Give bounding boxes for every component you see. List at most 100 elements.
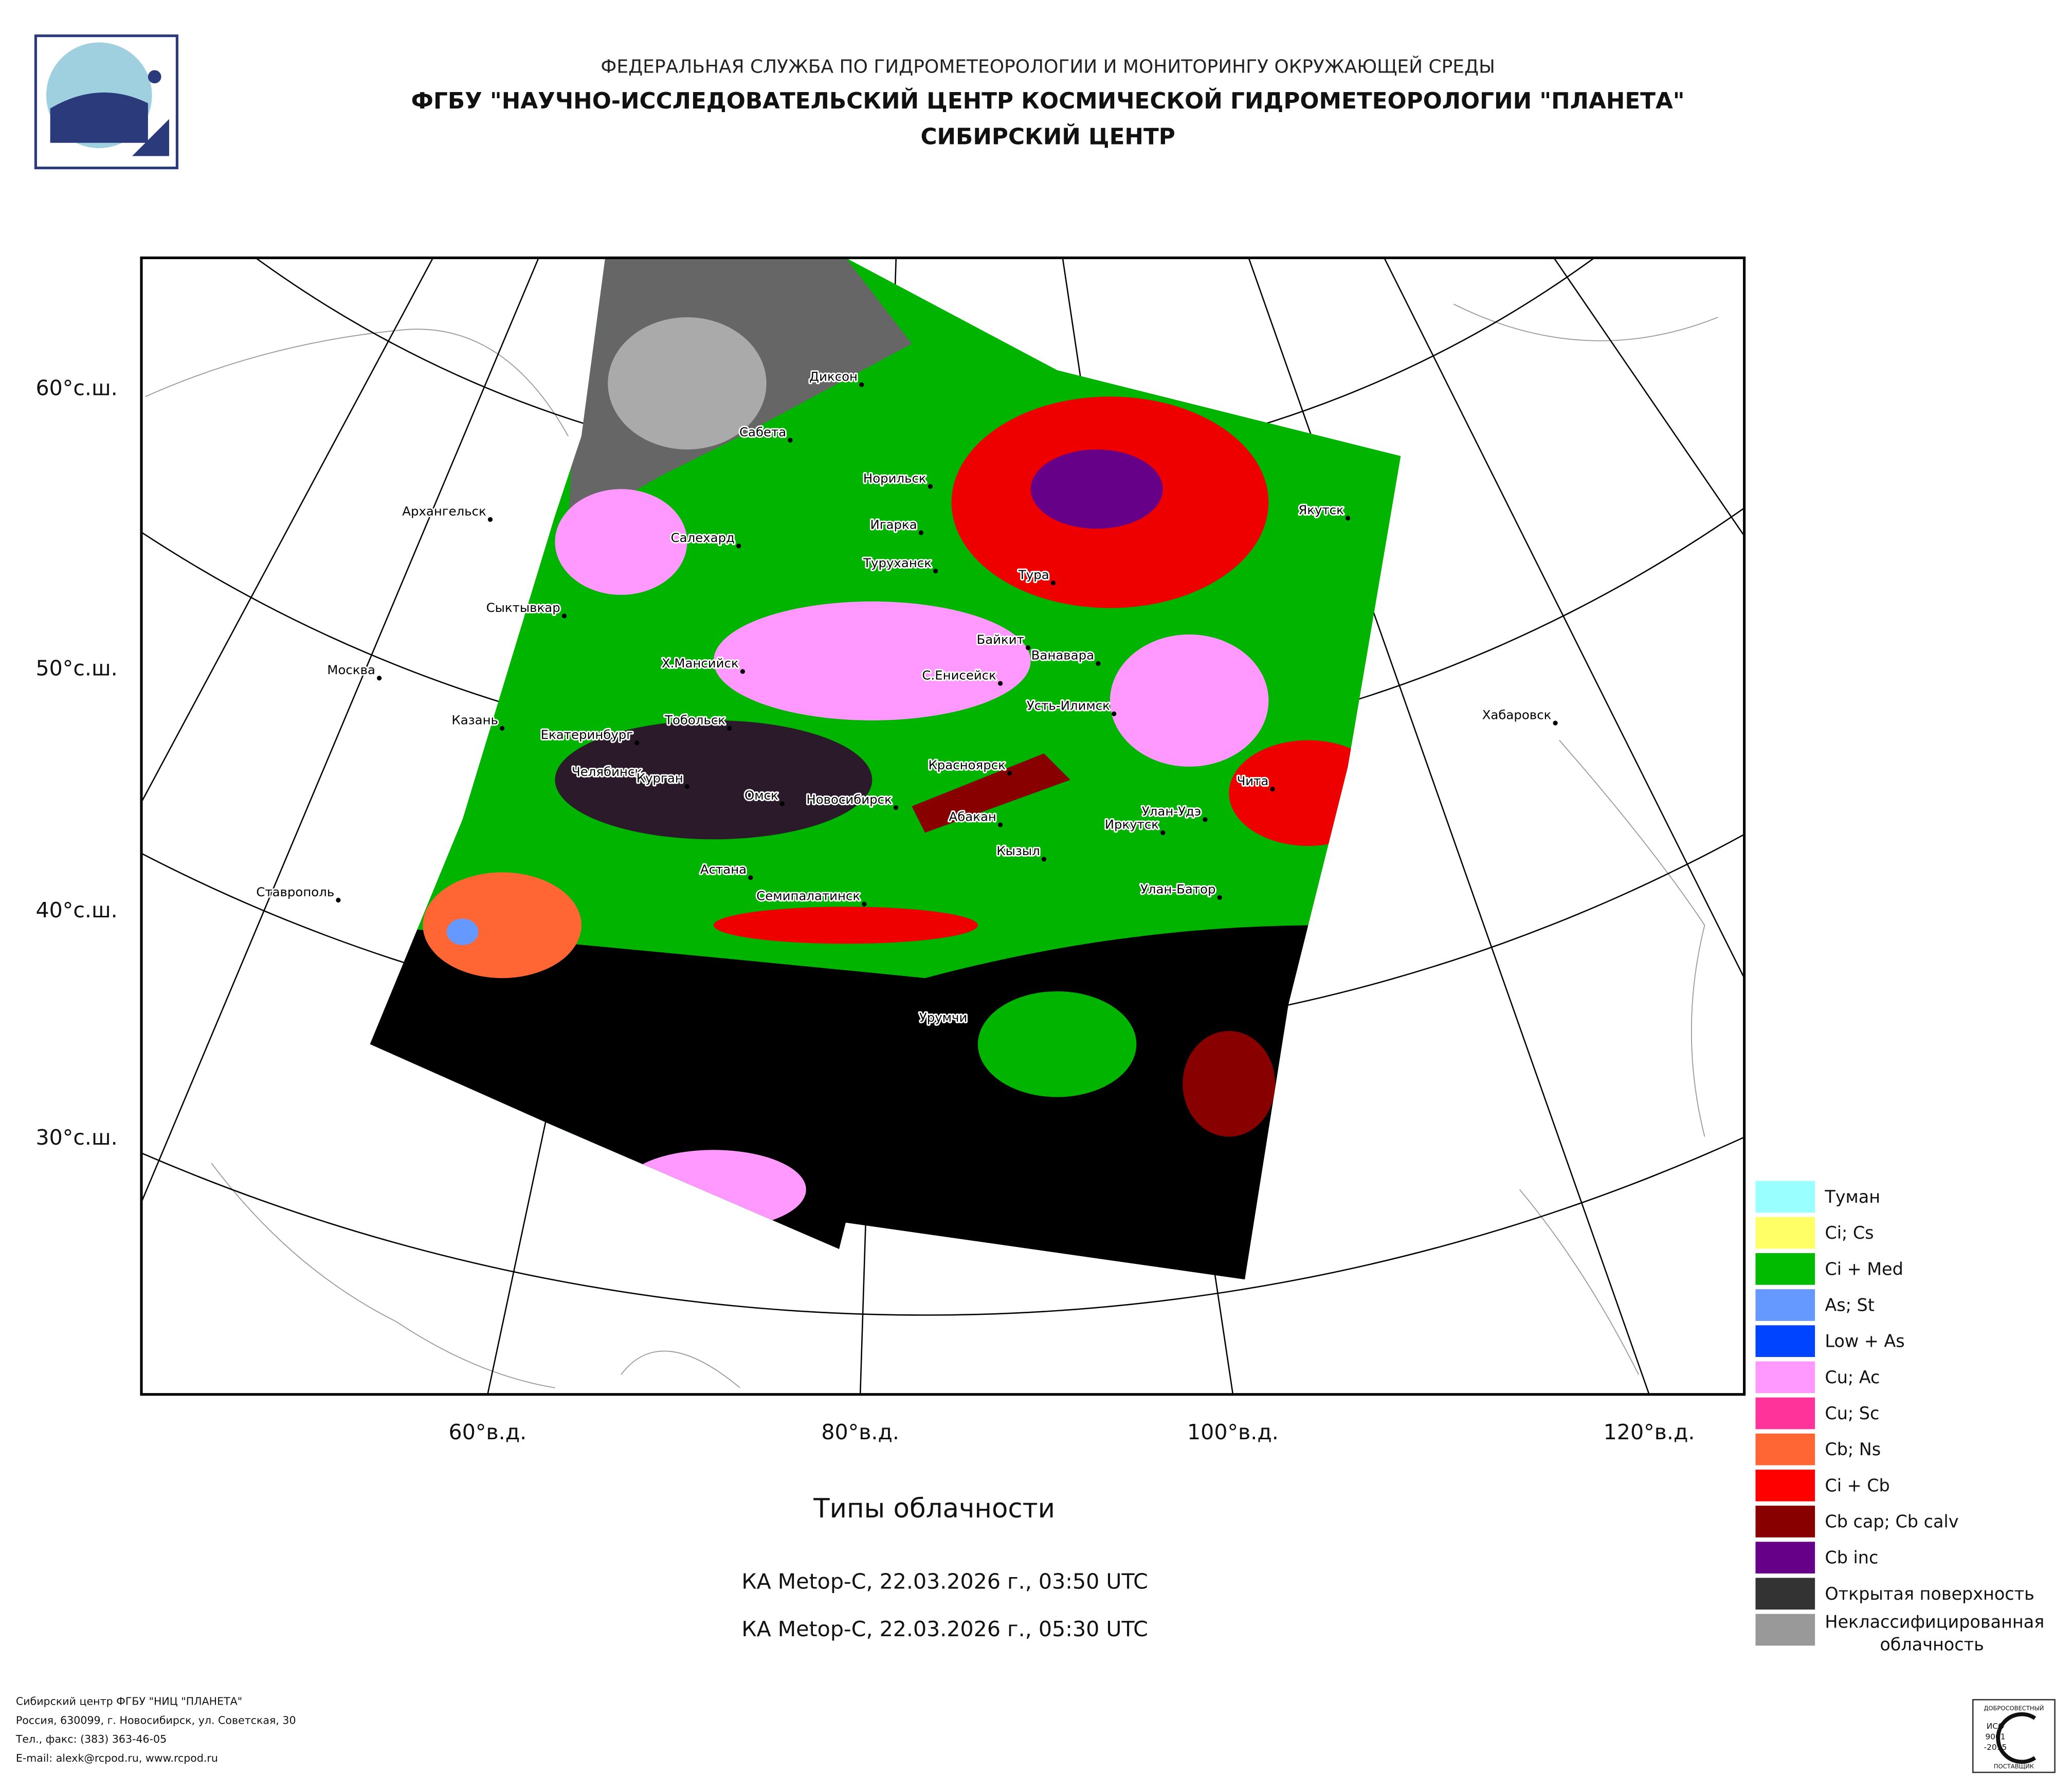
header-line: ФЕДЕРАЛЬНАЯ СЛУЖБА ПО ГИДРОМЕТЕОРОЛОГИИ … <box>601 56 1495 78</box>
legend-swatch <box>1754 1252 1816 1287</box>
city-label: Якутск <box>1298 502 1344 517</box>
legend-swatch <box>1754 1324 1816 1359</box>
city-dot <box>684 784 690 789</box>
city-label: Красноярск <box>928 757 1005 772</box>
legend-swatch <box>1754 1288 1816 1323</box>
badge-bottom: ПОСТАВЩИК <box>1994 1763 2034 1770</box>
city-dot <box>1050 581 1056 586</box>
legend-label: Ci; Cs <box>1825 1223 1874 1243</box>
legend-label: Cu; Ac <box>1825 1367 1880 1387</box>
city-dot <box>1270 786 1275 792</box>
legend-label: Cb; Ns <box>1825 1439 1881 1459</box>
city-label: Хабаровск <box>1482 707 1552 722</box>
axis-labels: 60°с.ш. 50°с.ш. 40°с.ш. 30°с.ш. 60°в.д. 80°в.… <box>35 376 1695 1444</box>
legend-label: As; St <box>1825 1295 1874 1315</box>
city-dot <box>736 544 741 549</box>
city-label: Архангельск <box>402 504 486 519</box>
city-dot <box>748 875 753 880</box>
city-label: Норильск <box>863 471 926 485</box>
pass-line: КА Metop-C, 22.03.2026 г., 05:30 UTC <box>741 1617 1148 1641</box>
city-label: Ставрополь <box>256 884 334 899</box>
legend-label: Туман <box>1824 1187 1880 1207</box>
legend-label: Cb cap; Cb calv <box>1825 1512 1958 1532</box>
quality-badge: ДОБРОСОВЕСТНЫЙ ИСО 9001 -2015 ПОСТАВЩИК <box>1972 1699 2056 1774</box>
city-label: Урумчи <box>919 1010 968 1025</box>
city-dot <box>644 777 649 783</box>
city-dot <box>1160 830 1166 836</box>
city-dot <box>727 726 732 731</box>
legend-swatch <box>1754 1360 1816 1395</box>
footer-line: Россия, 630099, г. Новосибирск, ул. Сове… <box>16 1714 296 1726</box>
city-dot <box>1112 711 1117 716</box>
city-label: Курган <box>637 771 683 786</box>
city-dot <box>859 382 864 387</box>
city-label: Улан-Батор <box>1140 882 1216 897</box>
city-dot <box>997 822 1003 827</box>
city-label: Челябинск <box>572 764 642 779</box>
city-label: Тура <box>1018 567 1049 582</box>
legend-swatch <box>1754 1540 1816 1575</box>
badge-top: ДОБРОСОВЕСТНЫЙ <box>1984 1704 2044 1712</box>
city-label: Сыктывкар <box>486 600 560 615</box>
lon-label: 120°в.д. <box>1604 1420 1695 1444</box>
city-dot <box>1041 857 1047 862</box>
city-label: Иркутск <box>1105 817 1159 832</box>
city-dot <box>893 805 899 810</box>
footer: Сибирский центр ФГБУ "НИЦ "ПЛАНЕТА" Росси… <box>15 1695 296 1764</box>
passes: КА Metop-C, 22.03.2026 г., 03:50 UTC КА M… <box>741 1569 1148 1642</box>
city-dot <box>969 1023 974 1028</box>
lon-label: 60°в.д. <box>449 1420 527 1444</box>
legend-label: Low + As <box>1825 1331 1904 1351</box>
city-label: Астана <box>700 862 747 877</box>
city-dot <box>997 681 1003 686</box>
legend-label: Открытая поверхность <box>1825 1584 2034 1604</box>
city-label: Абакан <box>949 809 996 824</box>
city-label: Екатеринбург <box>541 727 633 742</box>
lon-label: 80°в.д. <box>821 1420 899 1444</box>
city-label: Ванавара <box>1031 648 1094 663</box>
city-dot <box>561 613 567 619</box>
legend-label: Неклассифицированная облачность <box>1825 1612 2044 1655</box>
city-label: Туруханск <box>863 555 932 570</box>
city-dot <box>377 676 382 681</box>
legend-label: Ci + Med <box>1825 1259 1903 1279</box>
legend-swatch <box>1754 1504 1816 1539</box>
city-label: Москва <box>327 662 375 677</box>
legend-label: Ci + Cb <box>1825 1475 1889 1495</box>
legend-swatch <box>1754 1432 1816 1467</box>
legend-frame <box>1753 1177 1818 1649</box>
lat-label: 50°с.ш. <box>35 656 117 681</box>
city-dot <box>500 726 505 731</box>
city-label: Чита <box>1237 773 1269 788</box>
header-title: ФГБУ "НАУЧНО-ИССЛЕДОВАТЕЛЬСКИЙ ЦЕНТР КОС… <box>411 87 1685 114</box>
legend-swatch <box>1754 1180 1816 1214</box>
cloud-image <box>370 258 1401 1280</box>
city-label: Омск <box>744 788 778 803</box>
footer-line: E-mail: alexk@rcpod.ru, www.rcpod.ru <box>16 1752 218 1764</box>
city-dot <box>933 568 938 574</box>
legend-swatch <box>1754 1613 1816 1647</box>
footer-line: Тел., факс: (383) 363-46-05 <box>15 1733 167 1745</box>
city-label: Казань <box>451 713 498 728</box>
city-dot <box>928 484 933 489</box>
city-labels: Диксон Сабета Норильск Архангельск Игарка Сал… <box>255 368 1558 1028</box>
city-label: Х.Мансийск <box>662 656 739 671</box>
city-label: Салехард <box>671 530 735 545</box>
header-subtitle: СИБИРСКИЙ ЦЕНТР <box>920 122 1175 150</box>
legend-label: Cu; Sc <box>1825 1403 1879 1423</box>
city-label: Новосибирск <box>806 792 892 807</box>
city-dot <box>862 901 867 907</box>
pass-line: КА Metop-C, 22.03.2026 г., 03:50 UTC <box>741 1569 1148 1594</box>
badge-line: -2015 <box>1984 1743 2007 1752</box>
legend-swatch <box>1754 1396 1816 1431</box>
city-dot <box>1025 645 1031 650</box>
coastlines <box>145 303 1718 1388</box>
city-label: Семипалатинск <box>756 888 860 903</box>
footer-line: Сибирский центр ФГБУ "НИЦ "ПЛАНЕТА" <box>16 1695 242 1708</box>
legend-swatch <box>1754 1216 1816 1251</box>
city-dot <box>788 438 793 443</box>
lat-label: 30°с.ш. <box>35 1125 117 1150</box>
city-dot <box>918 530 924 535</box>
logo <box>34 34 178 170</box>
